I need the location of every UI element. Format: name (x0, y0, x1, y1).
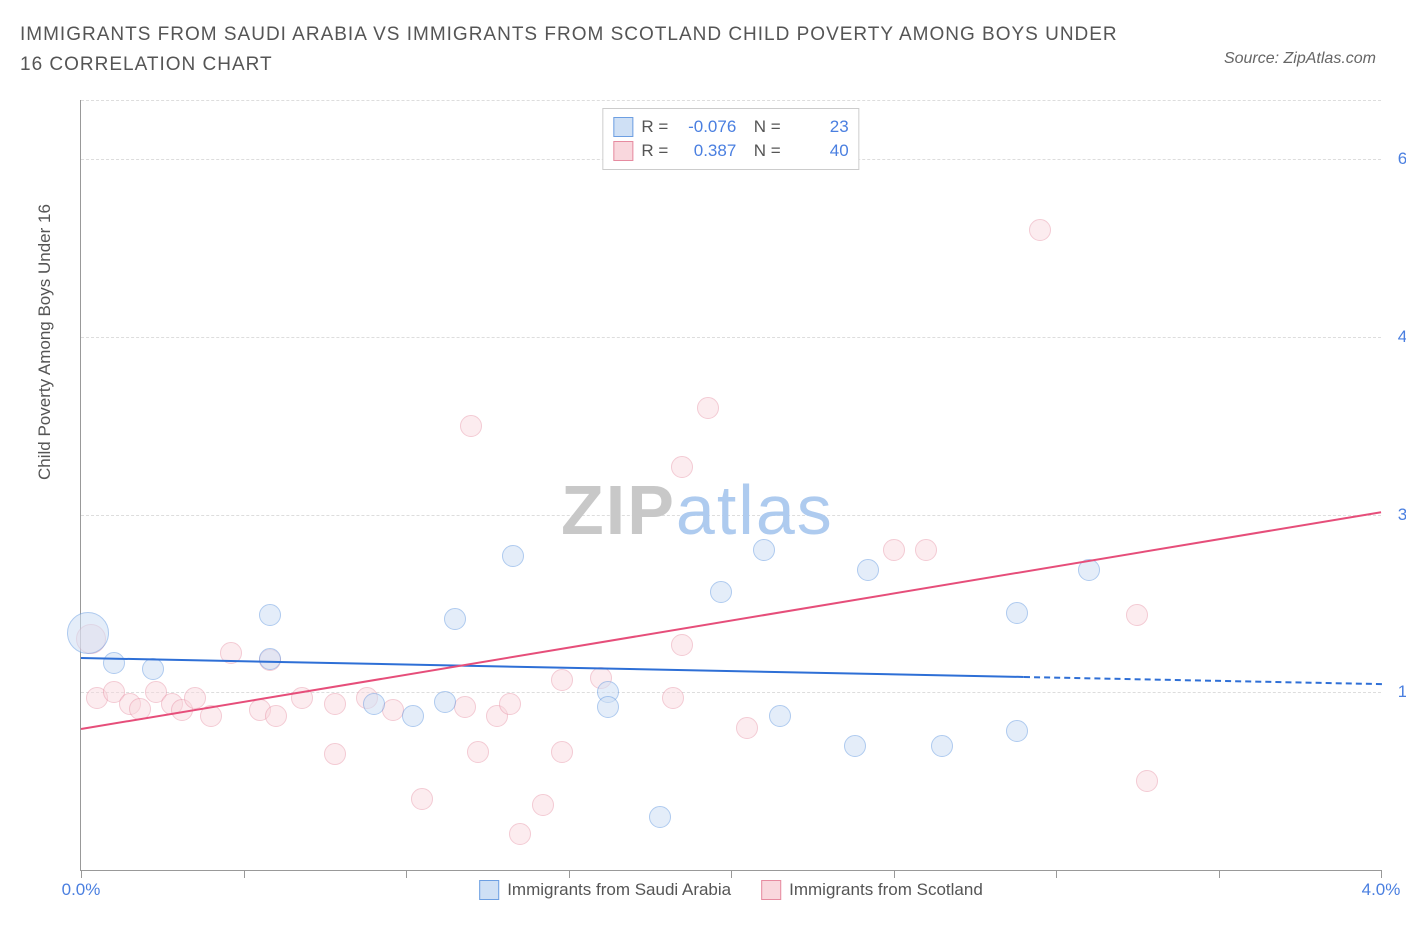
y-axis-label: Child Poverty Among Boys Under 16 (35, 204, 55, 480)
legend-row-blue: R =-0.076 N =23 (613, 115, 848, 139)
x-tick (1219, 870, 1220, 878)
data-point-pink (1029, 219, 1051, 241)
data-point-pink (551, 669, 573, 691)
data-point-blue (931, 735, 953, 757)
trend-line (1023, 676, 1381, 685)
swatch-icon (613, 117, 633, 137)
data-point-pink (509, 823, 531, 845)
data-point-blue (402, 705, 424, 727)
data-point-pink (454, 696, 476, 718)
y-tick-label: 45.0% (1398, 327, 1406, 347)
data-point-blue (857, 559, 879, 581)
data-point-pink (324, 693, 346, 715)
data-point-pink (265, 705, 287, 727)
data-point-pink (883, 539, 905, 561)
swatch-icon (479, 880, 499, 900)
data-point-blue (597, 696, 619, 718)
data-point-blue (769, 705, 791, 727)
data-point-blue (103, 652, 125, 674)
data-point-pink (671, 634, 693, 656)
plot-region: ZIPatlas R =-0.076 N =23 R =0.387 N =40 … (80, 100, 1381, 871)
data-point-blue (67, 612, 109, 654)
data-point-pink (551, 741, 573, 763)
data-point-pink (532, 794, 554, 816)
data-point-pink (467, 741, 489, 763)
swatch-icon (613, 141, 633, 161)
data-point-blue (363, 693, 385, 715)
y-tick-label: 15.0% (1398, 682, 1406, 702)
data-point-pink (662, 687, 684, 709)
data-point-blue (142, 658, 164, 680)
data-point-blue (259, 604, 281, 626)
data-point-pink (915, 539, 937, 561)
x-tick (1056, 870, 1057, 878)
data-point-blue (753, 539, 775, 561)
data-point-pink (499, 693, 521, 715)
data-point-pink (460, 415, 482, 437)
y-tick-label: 60.0% (1398, 149, 1406, 169)
data-point-blue (1006, 602, 1028, 624)
x-tick (81, 870, 82, 878)
data-point-blue (259, 648, 281, 670)
swatch-icon (761, 880, 781, 900)
data-point-pink (1136, 770, 1158, 792)
y-tick-label: 30.0% (1398, 505, 1406, 525)
data-point-blue (649, 806, 671, 828)
gridline (81, 337, 1381, 338)
x-tick (731, 870, 732, 878)
x-tick (244, 870, 245, 878)
x-tick (1381, 870, 1382, 878)
gridline (81, 692, 1381, 693)
legend-item-blue: Immigrants from Saudi Arabia (479, 880, 731, 900)
data-point-pink (324, 743, 346, 765)
data-point-pink (411, 788, 433, 810)
data-point-blue (502, 545, 524, 567)
gridline (81, 515, 1381, 516)
data-point-pink (184, 687, 206, 709)
legend-item-pink: Immigrants from Scotland (761, 880, 983, 900)
x-tick (406, 870, 407, 878)
legend-row-pink: R =0.387 N =40 (613, 139, 848, 163)
watermark: ZIPatlas (561, 470, 834, 550)
data-point-blue (444, 608, 466, 630)
data-point-pink (697, 397, 719, 419)
chart-area: Child Poverty Among Boys Under 16 ZIPatl… (50, 100, 1380, 870)
data-point-blue (1006, 720, 1028, 742)
correlation-legend: R =-0.076 N =23 R =0.387 N =40 (602, 108, 859, 170)
data-point-pink (671, 456, 693, 478)
data-point-pink (736, 717, 758, 739)
chart-title: IMMIGRANTS FROM SAUDI ARABIA VS IMMIGRAN… (20, 20, 1120, 81)
gridline (81, 100, 1381, 101)
data-point-blue (710, 581, 732, 603)
chart-source: Source: ZipAtlas.com (1224, 20, 1376, 68)
x-tick-label: 0.0% (62, 880, 101, 900)
series-legend: Immigrants from Saudi Arabia Immigrants … (479, 880, 983, 900)
x-tick (894, 870, 895, 878)
data-point-pink (1126, 604, 1148, 626)
x-tick (569, 870, 570, 878)
data-point-blue (844, 735, 866, 757)
data-point-blue (434, 691, 456, 713)
x-tick-label: 4.0% (1362, 880, 1401, 900)
